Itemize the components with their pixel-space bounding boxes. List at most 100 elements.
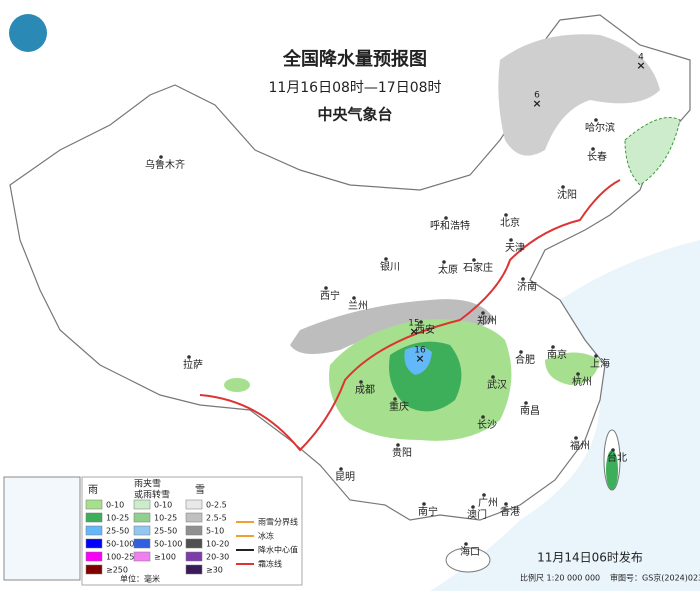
map-subtitle: 11月16日08时—17日08时 (268, 80, 441, 96)
legend-range: 10-20 (206, 540, 229, 549)
city-dot (561, 185, 565, 189)
city-label: 乌鲁木齐 (145, 158, 185, 171)
legend-swatch (185, 551, 203, 562)
city-dot (481, 415, 485, 419)
city-label: 太原 (438, 263, 458, 276)
city-dot (422, 502, 426, 506)
center-value: 15 (408, 319, 419, 329)
legend-range: 0-10 (106, 501, 124, 510)
issuer: 中央气象台 (317, 106, 392, 124)
city-dot (509, 238, 513, 242)
legend-range: 10-25 (154, 514, 177, 523)
legend-swatch (133, 525, 151, 536)
city-dot (396, 443, 400, 447)
city-dot (419, 320, 423, 324)
city-dot (519, 350, 523, 354)
city-label: 台北 (607, 451, 627, 464)
map-title: 全国降水量预报图 (282, 48, 427, 70)
city-label: 长春 (587, 151, 607, 163)
legend-swatch (133, 538, 151, 549)
legend-range: 50-100 (106, 540, 134, 549)
hainan (445, 547, 491, 573)
center-value: 4 (638, 53, 644, 63)
city-label: 昆明 (335, 471, 355, 483)
legend-swatch (133, 551, 151, 562)
city-dot (491, 375, 495, 379)
legend-line-label: 降水中心值 (258, 545, 298, 555)
city-dot (576, 372, 580, 376)
legend-title: 或雨转雪 (134, 489, 170, 501)
city-label: 北京 (500, 216, 520, 229)
legend-swatch (85, 538, 103, 549)
legend-swatch (85, 564, 103, 575)
city-label: 广州 (478, 497, 498, 509)
legend-range: 25-50 (106, 527, 129, 536)
city-label: 济南 (517, 280, 537, 293)
frost-line (199, 179, 621, 452)
city-dot (187, 355, 191, 359)
city-label: 拉萨 (183, 358, 203, 371)
city-label: 哈尔滨 (585, 121, 615, 134)
legend-swatch (133, 512, 151, 523)
city-label: 福州 (570, 439, 590, 452)
snow-area (498, 34, 660, 156)
legend-range: 2.5-5 (206, 514, 227, 523)
city-dot (352, 296, 356, 300)
legend-swatch (185, 564, 203, 575)
city-dot (482, 493, 486, 497)
city-label: 西安 (415, 323, 435, 336)
city-label: 海口 (460, 545, 480, 558)
city-label: 兰州 (348, 299, 368, 312)
legend-swatch (185, 538, 203, 549)
legend-swatch (133, 499, 151, 510)
legend-swatch (85, 525, 103, 536)
legend-line-label: 冰冻 (258, 531, 274, 541)
city-dot (442, 260, 446, 264)
legend-swatch (85, 512, 103, 523)
mixed-area (624, 117, 681, 186)
city-label: 武汉 (487, 378, 507, 391)
city-label: 南昌 (520, 404, 540, 417)
city-dot (521, 277, 525, 281)
city-dot (159, 155, 163, 159)
city-dot (504, 213, 508, 217)
legend-swatch (185, 499, 203, 510)
legend-line-label: 霜冻线 (258, 559, 282, 569)
city-label: 澳门 (467, 508, 487, 521)
city-label: 上海 (590, 357, 610, 370)
legend-range: 0-10 (154, 501, 172, 510)
city-dot (611, 448, 615, 452)
city-label: 成都 (355, 384, 375, 396)
center-value: 16 (414, 346, 426, 356)
city-dot (444, 216, 448, 220)
city-dot (359, 380, 363, 384)
city-dot (591, 147, 595, 151)
sea (430, 240, 700, 591)
city-dot (471, 505, 475, 509)
legend-range: 5-10 (206, 527, 224, 536)
legend-range: 20-30 (206, 553, 229, 562)
city-label: 天津 (505, 242, 525, 254)
approval-number: 审图号：GS京(2024)0236号 (610, 573, 700, 583)
city-label: 香港 (500, 506, 520, 518)
center-marker: × (415, 352, 424, 365)
rain-area (404, 346, 432, 375)
city-dot (481, 311, 485, 315)
city-label: 呼和浩特 (430, 220, 470, 232)
legend-range: ≥100 (154, 553, 176, 562)
rain-area (545, 352, 600, 385)
legend-range: 50-100 (154, 540, 182, 549)
city-label: 沈阳 (557, 188, 577, 201)
rain-area (606, 450, 618, 490)
legend-range: 25-50 (154, 527, 177, 536)
south-sea-inset (3, 476, 81, 581)
city-label: 重庆 (389, 400, 409, 413)
legend-unit: 单位：毫米 (120, 574, 160, 584)
city-label: 南京 (547, 348, 567, 361)
legend-range: ≥30 (206, 566, 223, 575)
legend-range: ≥250 (106, 566, 128, 575)
legend-range: 100-250 (106, 553, 139, 562)
city-dot (393, 397, 397, 401)
city-dot (472, 258, 476, 262)
